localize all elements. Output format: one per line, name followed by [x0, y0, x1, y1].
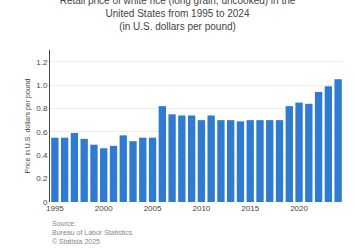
svg-text:2020: 2020: [290, 204, 308, 213]
svg-text:1995: 1995: [46, 204, 64, 213]
svg-text:1.2: 1.2: [36, 57, 48, 66]
svg-text:2000: 2000: [95, 204, 113, 213]
svg-text:Price in U.S. dollars per poun: Price in U.S. dollars per pound: [24, 78, 32, 173]
svg-text:0.2: 0.2: [36, 174, 48, 183]
svg-text:0.4: 0.4: [36, 151, 48, 160]
svg-text:0.8: 0.8: [36, 104, 48, 113]
svg-text:Source:Bureau of Labor Statist: Source:Bureau of Labor Statistics© Stati…: [52, 220, 133, 245]
svg-text:0: 0: [43, 198, 48, 207]
svg-text:2005: 2005: [144, 204, 162, 213]
svg-text:2015: 2015: [241, 204, 259, 213]
svg-text:2010: 2010: [192, 204, 210, 213]
svg-text:1.0: 1.0: [36, 81, 48, 90]
svg-text:Retail price of white rice (lo: Retail price of white rice (long grain, …: [60, 0, 296, 32]
svg-text:0.6: 0.6: [36, 128, 48, 137]
